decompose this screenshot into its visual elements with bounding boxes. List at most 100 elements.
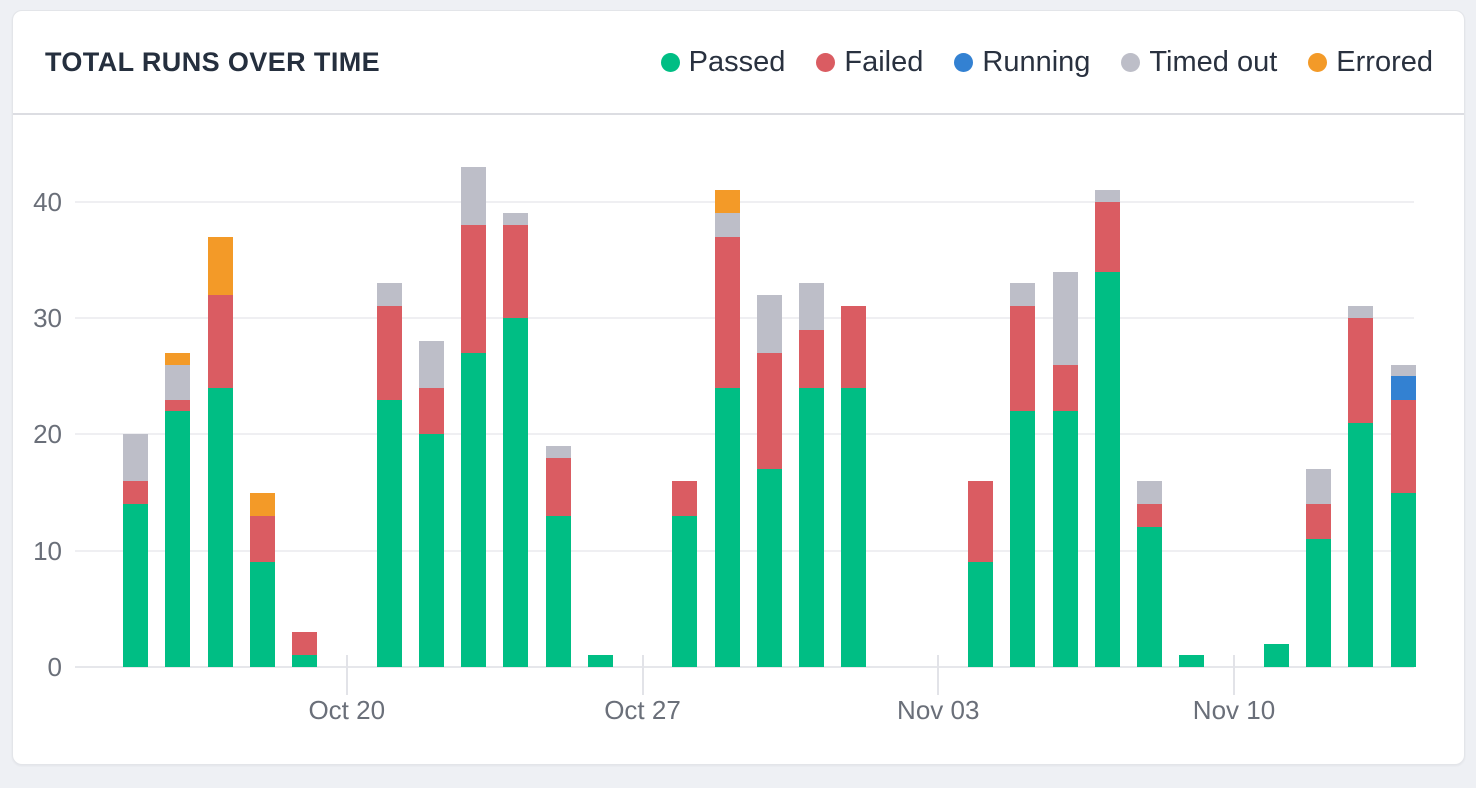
bar-segment-timed_out[interactable]: [461, 166, 486, 226]
bar-segment-errored[interactable]: [165, 353, 191, 365]
bar-segment-passed[interactable]: [672, 515, 698, 667]
bar-oct-30[interactable]: [756, 294, 782, 667]
bar-oct-26[interactable]: [587, 655, 613, 667]
bar-segment-failed[interactable]: [1390, 399, 1416, 493]
bar-segment-running[interactable]: [1390, 376, 1416, 400]
bar-nov-07[interactable]: [1094, 190, 1120, 667]
bar-segment-timed_out[interactable]: [1094, 190, 1120, 202]
bar-segment-passed[interactable]: [292, 655, 317, 667]
bar-segment-timed_out[interactable]: [545, 446, 571, 458]
bar-segment-timed_out[interactable]: [1306, 469, 1331, 505]
bar-segment-timed_out[interactable]: [1052, 271, 1078, 365]
bar-nov-09[interactable]: [1179, 655, 1205, 667]
bar-segment-passed[interactable]: [756, 469, 782, 667]
bar-oct-21[interactable]: [376, 283, 402, 667]
bar-nov-13[interactable]: [1348, 306, 1374, 667]
bar-segment-failed[interactable]: [799, 329, 824, 388]
bar-segment-passed[interactable]: [587, 655, 613, 667]
bar-segment-timed_out[interactable]: [1010, 283, 1036, 307]
bar-segment-passed[interactable]: [1179, 655, 1205, 667]
bar-segment-timed_out[interactable]: [376, 283, 402, 307]
bar-segment-failed[interactable]: [376, 306, 402, 400]
bar-nov-11[interactable]: [1263, 643, 1289, 667]
bar-segment-passed[interactable]: [207, 387, 233, 667]
bar-oct-22[interactable]: [418, 341, 444, 667]
bar-oct-19[interactable]: [292, 632, 317, 667]
bar-segment-failed[interactable]: [1348, 318, 1374, 423]
bar-oct-23[interactable]: [461, 166, 486, 667]
bar-segment-passed[interactable]: [503, 318, 529, 667]
bar-oct-28[interactable]: [672, 480, 698, 667]
bar-segment-failed[interactable]: [714, 236, 740, 388]
bar-segment-timed_out[interactable]: [418, 341, 444, 388]
legend-item-timed_out[interactable]: Timed out: [1121, 46, 1277, 79]
bar-segment-timed_out[interactable]: [123, 434, 148, 481]
bar-segment-failed[interactable]: [1137, 504, 1162, 528]
legend-item-passed[interactable]: Passed: [660, 46, 785, 79]
bar-segment-passed[interactable]: [1010, 411, 1036, 667]
bar-segment-passed[interactable]: [968, 562, 993, 667]
bar-segment-passed[interactable]: [841, 387, 867, 667]
bar-segment-errored[interactable]: [207, 236, 233, 295]
legend-item-running[interactable]: Running: [954, 46, 1090, 79]
bar-segment-timed_out[interactable]: [1348, 306, 1374, 319]
bar-segment-passed[interactable]: [1052, 411, 1078, 667]
bar-nov-08[interactable]: [1137, 480, 1162, 667]
bar-segment-failed[interactable]: [1094, 201, 1120, 272]
bar-nov-06[interactable]: [1052, 271, 1078, 667]
bar-segment-passed[interactable]: [461, 352, 486, 667]
bar-oct-16[interactable]: [165, 353, 191, 667]
bar-segment-failed[interactable]: [292, 632, 317, 656]
bar-segment-timed_out[interactable]: [1137, 480, 1162, 505]
legend-item-errored[interactable]: Errored: [1308, 46, 1433, 79]
bar-segment-passed[interactable]: [1348, 422, 1374, 667]
bar-segment-failed[interactable]: [1010, 306, 1036, 412]
bar-segment-passed[interactable]: [799, 387, 824, 667]
bar-segment-failed[interactable]: [968, 480, 993, 563]
bar-segment-failed[interactable]: [545, 457, 571, 516]
bar-segment-passed[interactable]: [545, 515, 571, 667]
bar-segment-errored[interactable]: [714, 190, 740, 214]
bar-segment-errored[interactable]: [249, 492, 275, 516]
bar-segment-passed[interactable]: [1137, 527, 1162, 667]
bar-segment-failed[interactable]: [207, 294, 233, 388]
bar-segment-failed[interactable]: [756, 352, 782, 470]
bar-segment-failed[interactable]: [461, 225, 486, 353]
bar-segment-timed_out[interactable]: [1390, 364, 1416, 377]
bar-segment-passed[interactable]: [165, 411, 191, 667]
bar-oct-17[interactable]: [207, 236, 233, 667]
bar-segment-timed_out[interactable]: [165, 364, 191, 400]
bar-segment-failed[interactable]: [672, 480, 698, 516]
bar-oct-18[interactable]: [249, 492, 275, 667]
bar-segment-failed[interactable]: [1306, 504, 1331, 540]
bar-segment-passed[interactable]: [1094, 271, 1120, 667]
bar-segment-failed[interactable]: [165, 399, 191, 412]
bar-segment-failed[interactable]: [503, 225, 529, 319]
bar-nov-12[interactable]: [1306, 469, 1331, 667]
bar-segment-timed_out[interactable]: [799, 283, 824, 330]
bar-nov-14[interactable]: [1390, 364, 1416, 667]
bar-segment-passed[interactable]: [418, 434, 444, 667]
bar-segment-passed[interactable]: [376, 399, 402, 667]
bar-nov-05[interactable]: [1010, 283, 1036, 667]
bar-oct-15[interactable]: [123, 434, 148, 667]
bar-segment-timed_out[interactable]: [756, 294, 782, 353]
bar-segment-failed[interactable]: [1052, 364, 1078, 412]
bar-segment-failed[interactable]: [249, 515, 275, 563]
bar-segment-failed[interactable]: [841, 306, 867, 388]
bar-segment-passed[interactable]: [1390, 492, 1416, 667]
bar-oct-31[interactable]: [799, 283, 824, 667]
bar-segment-failed[interactable]: [418, 387, 444, 435]
legend-item-failed[interactable]: Failed: [816, 46, 923, 79]
bar-nov-04[interactable]: [968, 480, 993, 667]
bar-segment-passed[interactable]: [1263, 643, 1289, 667]
bar-segment-failed[interactable]: [123, 480, 148, 505]
bar-segment-passed[interactable]: [249, 562, 275, 667]
bar-segment-passed[interactable]: [1306, 539, 1331, 667]
bar-segment-passed[interactable]: [123, 504, 148, 667]
bar-oct-25[interactable]: [545, 446, 571, 667]
bar-segment-timed_out[interactable]: [714, 213, 740, 237]
bar-oct-24[interactable]: [503, 213, 529, 667]
bar-oct-29[interactable]: [714, 190, 740, 667]
bar-segment-timed_out[interactable]: [503, 213, 529, 226]
